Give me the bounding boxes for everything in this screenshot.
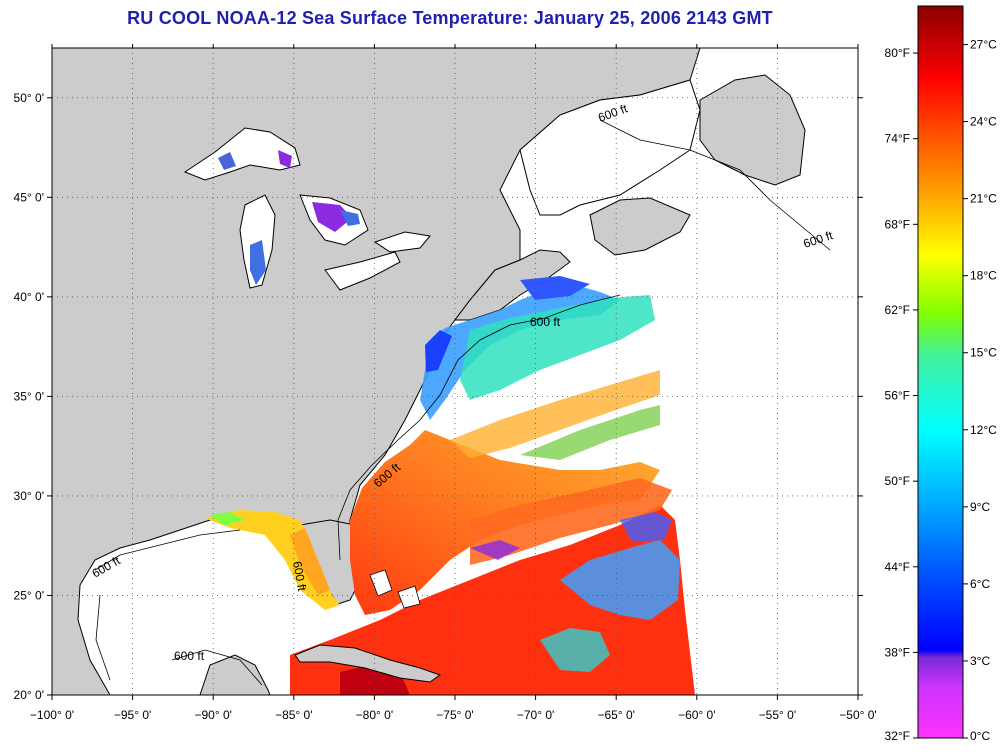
colorbar-c-label: 18°C (970, 269, 997, 283)
contour-label: 600 ft (530, 315, 561, 329)
lake-superior (183, 127, 301, 181)
cloud-contaminated-sst (540, 628, 610, 672)
colorbar-fahrenheit-labels: 32°F 38°F 44°F 50°F 56°F 62°F 68°F 74°F 80°F (885, 46, 918, 743)
lat-tick-label: 35° 0' (14, 389, 44, 403)
longitude-axis: −100° 0' −95° 0' −90° 0' −85° 0' −80° 0' −75°… (30, 44, 877, 722)
colorbar-f-label: 38°F (885, 645, 910, 659)
lon-tick-label: −75° 0' (436, 708, 473, 722)
depth-contour-600ft (337, 294, 621, 561)
nearshore-cold (520, 276, 590, 300)
lake-erie (324, 251, 401, 291)
colorbar-f-label: 80°F (885, 46, 910, 60)
lat-tick-label: 50° 0' (14, 91, 44, 105)
lon-tick-label: −50° 0' (839, 708, 876, 722)
lake-ice-patch (250, 240, 266, 285)
lat-tick-label: 25° 0' (14, 588, 44, 602)
contour-label: 600 ft (290, 560, 309, 593)
colorbar (917, 5, 964, 739)
lon-tick-label: −95° 0' (114, 708, 151, 722)
map-plot-area (52, 48, 858, 695)
shelf-cool-water (460, 295, 655, 400)
colorbar-f-label: 50°F (885, 474, 910, 488)
colorbar-c-label: 12°C (970, 423, 997, 437)
colorbar-c-label: 24°C (970, 115, 997, 129)
gulf-coast-sst (290, 528, 330, 595)
lon-tick-label: −100° 0' (30, 708, 74, 722)
colorbar-c-label: 3°C (970, 654, 990, 668)
lon-tick-label: −90° 0' (194, 708, 231, 722)
lon-tick-label: −60° 0' (678, 708, 715, 722)
lon-tick-label: −55° 0' (759, 708, 796, 722)
colorbar-c-label: 27°C (970, 38, 997, 52)
colorbar-c-label: 15°C (970, 346, 997, 360)
gulf-coast-sst (210, 512, 245, 526)
lon-tick-label: −85° 0' (275, 708, 312, 722)
lon-tick-label: −65° 0' (597, 708, 634, 722)
lon-tick-label: −80° 0' (356, 708, 393, 722)
lat-tick-label: 45° 0' (14, 190, 44, 204)
colorbar-f-label: 62°F (885, 303, 910, 317)
lake-michigan (239, 194, 276, 289)
lat-tick-label: 30° 0' (14, 489, 44, 503)
cloud-contaminated-sst (560, 540, 680, 620)
lat-tick-label: 40° 0' (14, 290, 44, 304)
colorbar-c-label: 21°C (970, 192, 997, 206)
cloud-contaminated-sst (620, 512, 672, 542)
lake-ice-patch (218, 152, 236, 170)
bahamas (369, 569, 393, 597)
colorbar-f-label: 74°F (885, 132, 910, 146)
depth-contour-600ft (599, 119, 831, 251)
colorbar-c-label: 6°C (970, 577, 990, 591)
yucatan (199, 654, 271, 695)
gulf-stream-wall (450, 370, 660, 458)
lon-tick-label: −70° 0' (517, 708, 554, 722)
gulf-st-lawrence (519, 79, 701, 216)
sargasso-warm (470, 478, 672, 565)
newfoundland (699, 74, 806, 186)
colorbar-f-label: 44°F (885, 560, 910, 574)
latitude-axis: 20° 0' 25° 0' 30° 0' 35° 0' 40° 0' 45° 0' 50° … (14, 91, 863, 702)
lake-ice-patch (278, 150, 292, 168)
nearshore-cold (425, 330, 452, 372)
colorbar-f-label: 32°F (885, 729, 910, 743)
colorbar-f-label: 68°F (885, 217, 910, 231)
nova-scotia (589, 197, 691, 256)
colorbar-f-label: 56°F (885, 389, 910, 403)
lake-ice-patch (340, 210, 360, 226)
colorbar-c-label: 9°C (970, 500, 990, 514)
gulf-stream-wall (520, 405, 660, 460)
colorbar-celsius-labels: 0°C 3°C 6°C 9°C 12°C 15°C 18°C 21°C 24°C 27°C (963, 38, 997, 743)
colorbar-c-label: 0°C (970, 729, 990, 743)
lake-ice-patch (312, 202, 352, 232)
contour-label: 600 ft (174, 649, 205, 663)
lat-tick-label: 20° 0' (14, 688, 44, 702)
bahamas (397, 585, 421, 609)
cuba (294, 644, 442, 683)
cloud-contaminated-sst (470, 540, 520, 560)
map-title: RU COOL NOAA-12 Sea Surface Temperature:… (127, 8, 773, 28)
lake-ontario (373, 231, 431, 253)
